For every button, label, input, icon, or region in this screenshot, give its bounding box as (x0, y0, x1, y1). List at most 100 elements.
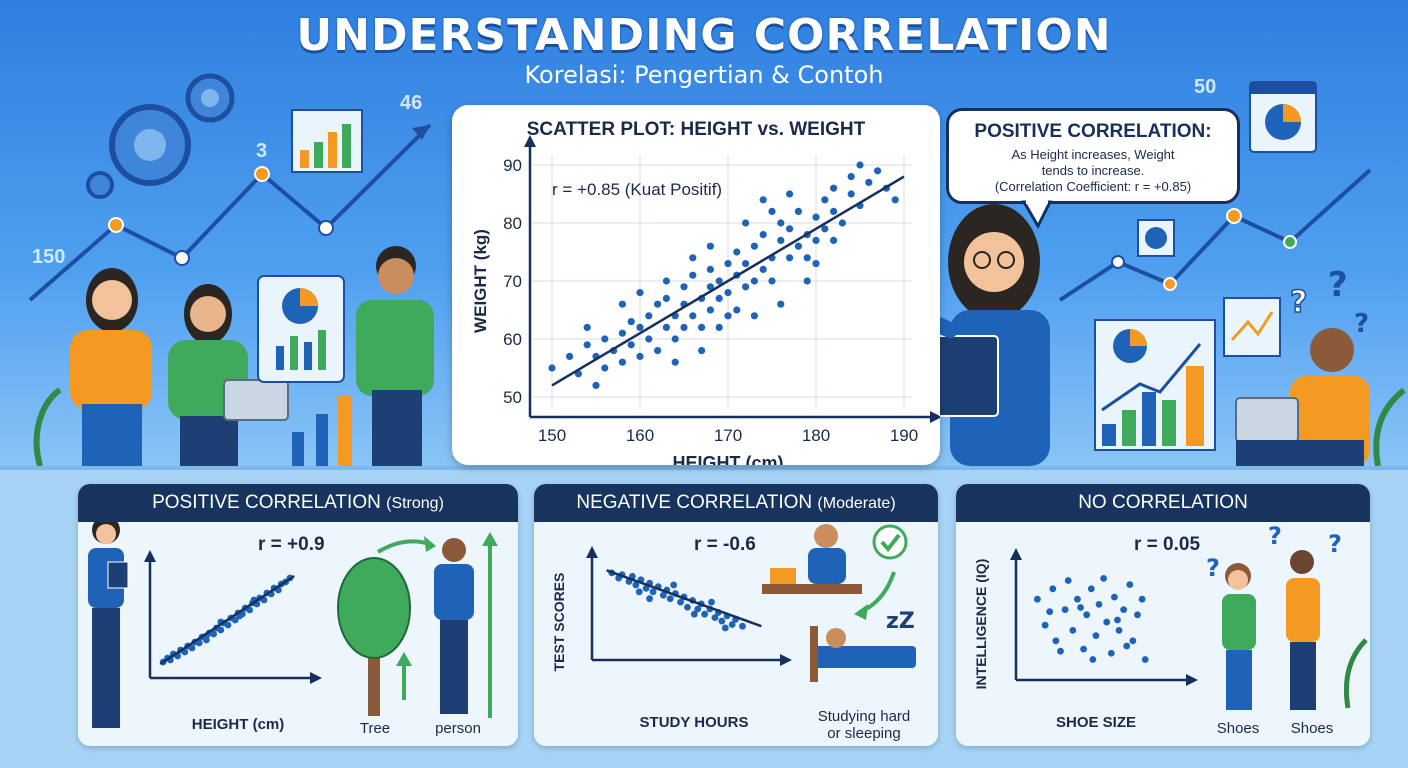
y-tick-label: 90 (503, 156, 522, 175)
r-annotation: r = +0.85 (Kuat Positif) (552, 180, 722, 199)
data-point (1103, 618, 1111, 626)
desk-icon (762, 584, 862, 594)
person-body (434, 564, 474, 620)
data-point (1120, 606, 1128, 613)
data-point (636, 289, 644, 297)
data-point (701, 610, 709, 618)
svg-text:?: ? (1354, 309, 1369, 339)
data-point (646, 595, 653, 603)
clipboard-icon (107, 561, 129, 589)
arrow-head (424, 536, 436, 552)
panel-title: NO CORRELATION (956, 484, 1370, 522)
r-value-label: r = +0.9 (258, 534, 325, 555)
teacher-face (96, 524, 116, 544)
data-point (662, 323, 670, 331)
y-tick-label: 70 (503, 272, 522, 291)
data-point (1115, 627, 1123, 634)
x-tick-label: 170 (714, 426, 742, 445)
main-chart-panel: SCATTER PLOT: HEIGHT vs. WEIGHT 150 160 17… (452, 105, 940, 465)
books-icon (770, 568, 796, 584)
data-point (1064, 577, 1072, 584)
data-point (812, 213, 820, 221)
data-point (680, 283, 688, 291)
data-point (1046, 608, 1054, 616)
data-point (1061, 606, 1069, 613)
data-point (645, 312, 653, 320)
panel-qualifier: (Strong) (386, 495, 444, 512)
decor-number: 3 (256, 140, 268, 162)
page-subtitle: Korelasi: Pengertian & Contoh (524, 61, 884, 89)
x-axis-label: HEIGHT (cm) (672, 453, 783, 465)
person-body (1222, 594, 1256, 650)
no-correlation-panel: NO CORRELATION ??? r = 0.05 SHOE SIZE IN… (956, 484, 1370, 746)
panel-qualifier: (Moderate) (817, 495, 896, 512)
chart-title: SCATTER PLOT: HEIGHT vs. WEIGHT (526, 119, 866, 140)
data-point (724, 260, 732, 268)
data-point (777, 236, 785, 244)
person-caption: person (435, 720, 481, 737)
data-point (715, 294, 723, 302)
data-point (708, 598, 715, 606)
data-point (677, 598, 684, 606)
data-point (794, 242, 802, 250)
x-axis-label: STUDY HOURS (639, 714, 749, 731)
person2-head (1290, 550, 1314, 574)
person2-legs (1290, 642, 1316, 710)
panel-title: POSITIVE CORRELATION (Strong) (78, 484, 518, 522)
speech-bubble: POSITIVE CORRELATION: As Height increase… (946, 108, 1240, 204)
positive-scatter-plot (88, 522, 498, 728)
data-point (1052, 637, 1060, 645)
trend-line (551, 175, 905, 387)
person-face (1228, 570, 1248, 590)
x-tick-label: 190 (890, 426, 918, 445)
data-point (777, 300, 785, 308)
y-tick-label: 60 (503, 330, 522, 349)
data-point (627, 341, 635, 349)
shoes-caption-right: Shoes (1290, 720, 1334, 737)
data-point (865, 178, 873, 186)
data-point (1080, 645, 1087, 653)
trend-line (159, 574, 295, 666)
data-point (742, 283, 750, 291)
data-point (645, 335, 653, 343)
data-point (690, 610, 698, 618)
y-axis-label: WEIGHT (kg) (471, 229, 490, 333)
data-point (728, 621, 736, 628)
student-body (808, 548, 846, 584)
data-point (786, 225, 794, 233)
data-point (750, 242, 758, 250)
data-point (733, 248, 741, 256)
negative-correlation-panel: NEGATIVE CORRELATION (Moderate) zZ r = -… (534, 484, 938, 746)
data-point (649, 588, 657, 596)
x-axis-arrow (930, 411, 940, 423)
data-point (1129, 637, 1137, 645)
data-point (698, 323, 706, 331)
bed-icon (810, 646, 916, 668)
x-axis-arrow (310, 672, 322, 684)
data-point (627, 318, 635, 326)
panel-title: NEGATIVE CORRELATION (Moderate) (534, 484, 938, 522)
data-point (680, 323, 688, 331)
data-point (246, 606, 254, 614)
data-point (618, 329, 626, 337)
data-point (636, 352, 644, 360)
data-point (812, 260, 820, 268)
y-tick-label: 80 (503, 214, 522, 233)
data-point (566, 352, 574, 360)
data-point (689, 271, 697, 279)
data-point (642, 584, 650, 592)
speech-tail (1021, 200, 1053, 230)
data-point (706, 265, 714, 273)
data-point (684, 603, 691, 611)
data-point (830, 184, 838, 192)
data-point (786, 190, 794, 198)
x-axis-arrow (780, 654, 792, 666)
data-point (715, 277, 723, 285)
tree-icon (337, 557, 411, 659)
person-head (442, 538, 466, 562)
data-point (1123, 642, 1131, 650)
data-point (821, 225, 829, 233)
data-point (583, 341, 591, 349)
question-mark-icon: ? (1206, 554, 1220, 582)
no-correlation-scatter-plot: ??? (1010, 522, 1368, 710)
